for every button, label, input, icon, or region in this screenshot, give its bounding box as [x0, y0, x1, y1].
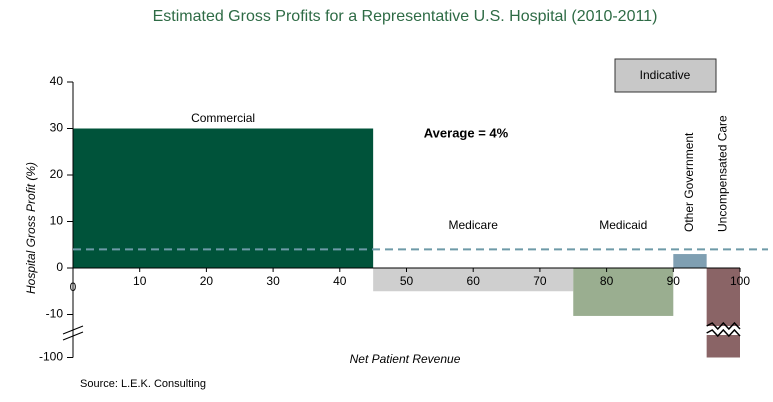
- bar: [573, 268, 674, 316]
- axis-break: [62, 325, 84, 335]
- average-label: Average = 4%: [424, 125, 509, 140]
- chart-title: Estimated Gross Profits for a Representa…: [153, 8, 658, 25]
- y-tick-label: 40: [50, 74, 64, 88]
- category-label: Uncompensated Care: [715, 115, 729, 232]
- y-tick-label: 20: [50, 167, 64, 181]
- source: Source: L.E.K. Consulting: [80, 378, 206, 390]
- x-axis-label: Net Patient Revenue: [350, 352, 461, 366]
- y-axis-label: Hospital Gross Profit (%): [24, 162, 38, 294]
- category-label: Medicaid: [599, 218, 647, 232]
- badge: Indicative: [640, 68, 691, 82]
- bar: [706, 268, 740, 358]
- bar: [673, 254, 707, 268]
- x-tick-label: 10: [133, 274, 147, 288]
- category-label: Other Government: [682, 132, 696, 232]
- y-tick-label: 30: [50, 121, 64, 135]
- x-tick-label: 80: [600, 274, 614, 288]
- x-tick-label: 100: [730, 274, 750, 288]
- x-tick-label: 20: [200, 274, 214, 288]
- y-tick-label: -100: [39, 350, 63, 364]
- badge-box: [614, 58, 717, 93]
- y-tick-label: 0: [56, 260, 63, 274]
- bar-break-line: [706, 321, 741, 331]
- y-tick-label: 10: [50, 214, 64, 228]
- bar-break-line: [706, 328, 741, 338]
- y-tick-label: -10: [46, 307, 64, 321]
- bar: [73, 128, 374, 268]
- category-label: Medicare: [449, 218, 499, 232]
- x-tick-label: 50: [400, 274, 414, 288]
- x-tick-label: 60: [467, 274, 481, 288]
- x-tick-label: 40: [333, 274, 347, 288]
- x-tick-label: 70: [533, 274, 547, 288]
- axis-break: [62, 331, 84, 341]
- x-tick-label: 90: [667, 274, 681, 288]
- bar: [373, 268, 574, 292]
- category-label: Commercial: [191, 111, 255, 125]
- x-tick-label: 30: [266, 274, 280, 288]
- x-tick-label: 0: [70, 280, 77, 294]
